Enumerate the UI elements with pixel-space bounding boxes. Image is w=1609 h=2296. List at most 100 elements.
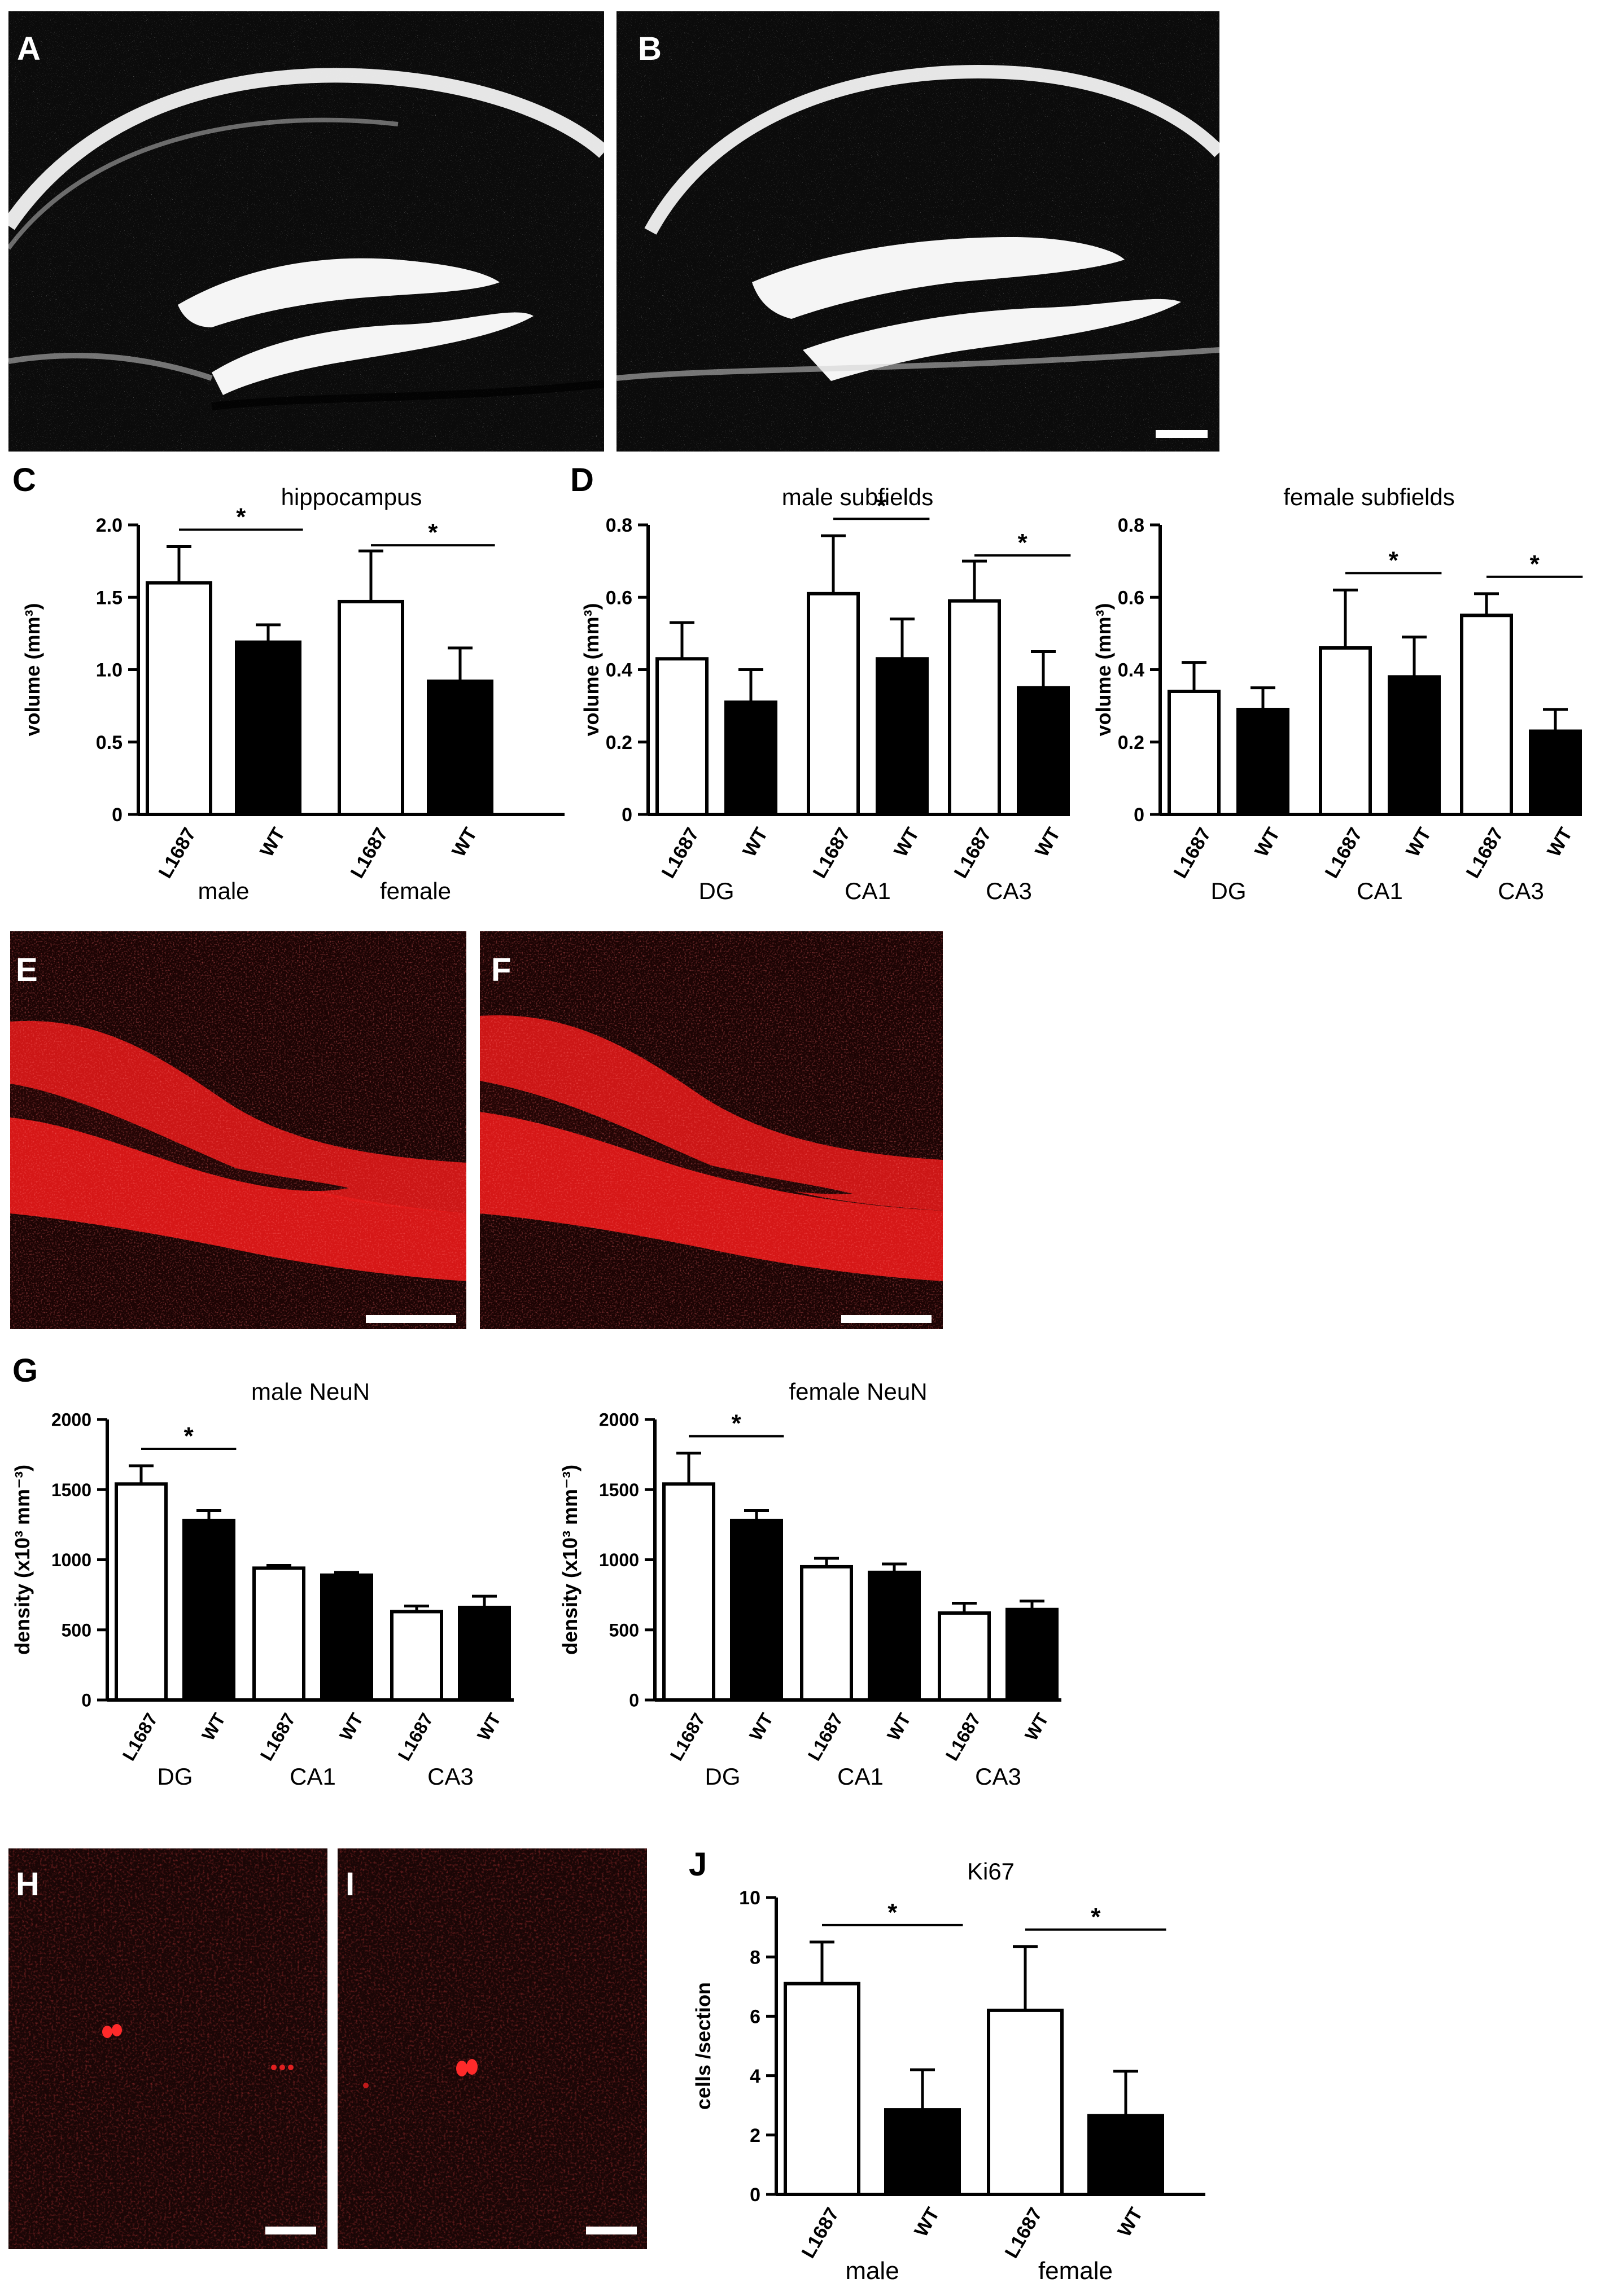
y-axis-label: volume (mm³) xyxy=(21,603,44,736)
bar-l1687-0 xyxy=(115,1482,168,1702)
category-label: L1687 xyxy=(119,1710,162,1764)
scale-bar-e xyxy=(366,1315,456,1323)
category-label: WT xyxy=(1031,824,1064,861)
bar-l1687-0 xyxy=(146,581,212,816)
bar-wt-3 xyxy=(1087,2114,1164,2197)
y-tick-label: 2.0 xyxy=(96,515,123,536)
chart-title: female NeuN xyxy=(789,1378,927,1405)
category-label: WT xyxy=(738,824,772,861)
micrograph-b xyxy=(617,11,1219,452)
y-tick-label: 1000 xyxy=(599,1550,639,1570)
significance-star: * xyxy=(1091,1903,1101,1931)
bar-wt-5 xyxy=(1017,686,1070,816)
category-label: WT xyxy=(1543,824,1576,861)
bar-l1687-0 xyxy=(655,657,709,816)
category-label: L1687 xyxy=(666,1710,710,1764)
significance-star: * xyxy=(877,492,887,520)
chart-d1: male subfields 0 0.2 0.4 0.6 0.8 volume (mm³) L… xyxy=(580,484,1071,904)
group-label: CA3 xyxy=(1498,878,1544,904)
category-label: WT xyxy=(335,1710,367,1744)
y-tick-label: 4 xyxy=(750,2066,760,2087)
y-tick-label: 0.2 xyxy=(606,732,632,753)
chart-title: male NeuN xyxy=(251,1378,370,1405)
chart-title: female subfields xyxy=(1283,484,1455,510)
y-tick-label: 0.2 xyxy=(1118,732,1144,753)
bar-l1687-2 xyxy=(252,1566,305,1702)
bar-wt-3 xyxy=(876,657,929,816)
y-tick-label: 2000 xyxy=(51,1410,91,1430)
y-tick-label: 0.8 xyxy=(1118,515,1144,536)
bar-wt-5 xyxy=(1005,1607,1059,1702)
y-tick-label: 8 xyxy=(750,1947,760,1968)
group-label: CA3 xyxy=(427,1763,474,1790)
bar-wt-3 xyxy=(868,1570,921,1702)
category-label: L1687 xyxy=(1170,824,1216,882)
panel-label-b: B xyxy=(638,30,662,67)
significance-star: * xyxy=(236,503,246,531)
y-tick-label: 2 xyxy=(750,2125,760,2146)
y-tick-label: 0 xyxy=(81,1690,91,1711)
y-tick-label: 0 xyxy=(622,804,632,826)
y-tick-label: 0.6 xyxy=(1118,587,1144,608)
micrograph-e xyxy=(10,931,466,1329)
y-tick-label: 2000 xyxy=(599,1410,639,1430)
group-label: DG xyxy=(705,1763,741,1790)
bar-l1687-2 xyxy=(1319,646,1372,817)
y-tick-label: 500 xyxy=(62,1620,91,1640)
category-label: L1687 xyxy=(809,824,855,882)
scale-bar-b xyxy=(1156,430,1208,438)
category-label: WT xyxy=(1021,1710,1052,1744)
significance-star: * xyxy=(184,1422,194,1450)
bar-l1687-2 xyxy=(338,599,404,816)
group-label: CA1 xyxy=(845,878,891,904)
y-tick-label: 0 xyxy=(750,2184,760,2206)
chart-g1: male NeuN 0 500 1000 1500 2000 density (x10³ m… xyxy=(11,1378,514,1790)
y-axis-label: volume (mm³) xyxy=(1092,603,1115,736)
chart-c: hippocampus 0 0.5 1.0 1.5 2.0 volume (mm³) L168… xyxy=(21,484,565,904)
category-label: L1687 xyxy=(950,824,996,882)
group-label: male xyxy=(845,2257,899,2285)
bar-l1687-2 xyxy=(987,2008,1064,2196)
y-tick-label: 0.5 xyxy=(96,732,123,753)
category-label: WT xyxy=(890,824,923,861)
chart-title: Ki67 xyxy=(967,1858,1015,1885)
significance-star: * xyxy=(887,1899,898,1926)
chart-g2: female NeuN 0 500 1000 1500 2000 density (x10³… xyxy=(558,1378,1061,1790)
y-tick-label: 0 xyxy=(629,1690,639,1711)
group-label: CA1 xyxy=(290,1763,336,1790)
chart-d2: female subfields 0 0.2 0.4 0.6 0.8 volume (mm³… xyxy=(1092,484,1583,904)
category-label: L1687 xyxy=(942,1710,985,1764)
panel-label-j: J xyxy=(689,1846,707,1883)
bar-l1687-2 xyxy=(807,591,860,817)
category-label: L1687 xyxy=(394,1710,438,1764)
bar-wt-5 xyxy=(458,1605,511,1702)
micrograph-a xyxy=(8,11,604,452)
y-axis-label: density (x10³ mm⁻³) xyxy=(11,1465,34,1655)
group-label: DG xyxy=(1211,878,1247,904)
panel-label-d: D xyxy=(570,462,594,498)
bar-l1687-4 xyxy=(1460,614,1513,816)
group-label: female xyxy=(380,878,451,904)
category-label: L1687 xyxy=(155,824,200,882)
significance-star: * xyxy=(1530,550,1540,578)
bar-wt-5 xyxy=(1529,729,1582,816)
y-tick-label: 0.4 xyxy=(606,660,632,681)
bar-wt-1 xyxy=(724,700,777,817)
bar-wt-3 xyxy=(427,680,493,817)
panel-label-c: C xyxy=(12,462,36,498)
panel-label-f: F xyxy=(491,952,511,988)
y-tick-label: 1.5 xyxy=(96,587,123,608)
y-axis-label: cells /section xyxy=(692,1982,715,2110)
bar-l1687-4 xyxy=(390,1610,443,1702)
category-label: L1687 xyxy=(1321,824,1367,882)
category-label: WT xyxy=(198,1710,229,1744)
bar-l1687-4 xyxy=(948,599,1001,816)
y-tick-label: 6 xyxy=(750,2006,760,2028)
bar-l1687-4 xyxy=(938,1611,991,1702)
bar-wt-3 xyxy=(1388,675,1441,816)
scale-bar-i xyxy=(586,2227,637,2234)
panel-label-h: H xyxy=(16,1866,40,1903)
y-tick-label: 0.6 xyxy=(606,587,632,608)
category-label: L1687 xyxy=(1001,2204,1047,2262)
